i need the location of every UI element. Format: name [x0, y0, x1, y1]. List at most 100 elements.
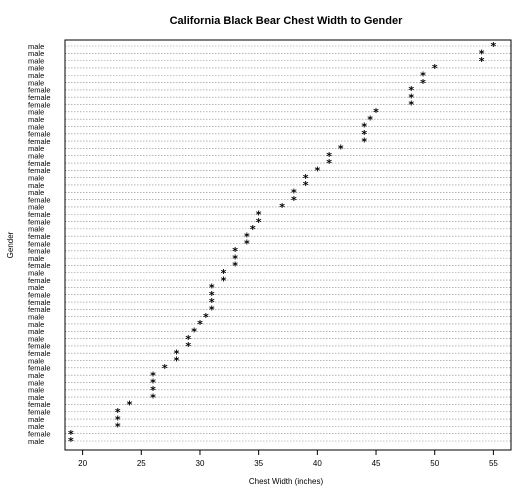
category-label: female: [28, 239, 51, 248]
data-point: *: [408, 84, 414, 97]
category-labels: malefemalemalemalefemalefemalemalemalema…: [28, 42, 51, 446]
data-point: *: [244, 230, 250, 243]
category-label: male: [28, 327, 44, 336]
category-label: male: [28, 378, 44, 387]
data-point: *: [185, 340, 191, 353]
category-label: female: [28, 408, 51, 417]
category-label: male: [28, 78, 44, 87]
x-tick-label: 25: [137, 459, 146, 468]
x-tick-label: 40: [313, 459, 322, 468]
data-point: *: [326, 150, 332, 163]
data-point: *: [373, 106, 379, 119]
category-label: male: [28, 312, 44, 321]
data-point: *: [361, 128, 367, 141]
data-point: *: [150, 384, 156, 397]
category-label: female: [28, 232, 51, 241]
category-label: female: [28, 349, 51, 358]
data-point: *: [174, 347, 180, 360]
data-point: *: [221, 267, 227, 280]
data-point: *: [174, 355, 180, 368]
category-label: male: [28, 225, 44, 234]
category-label: female: [28, 195, 51, 204]
data-point: *: [162, 362, 168, 375]
x-tick-label: 35: [254, 459, 263, 468]
data-point: *: [232, 252, 238, 265]
category-label: male: [28, 64, 44, 73]
category-label: female: [28, 93, 51, 102]
category-label: male: [28, 203, 44, 212]
data-point: *: [338, 143, 344, 156]
category-label: male: [28, 371, 44, 380]
data-point: *: [256, 208, 262, 221]
x-tick-label: 55: [489, 459, 498, 468]
category-label: male: [28, 42, 44, 51]
category-label: male: [28, 115, 44, 124]
data-point: *: [361, 135, 367, 148]
data-point: *: [68, 428, 74, 441]
data-point: *: [291, 186, 297, 199]
data-point: *: [420, 77, 426, 90]
data-point: *: [291, 194, 297, 207]
x-tick-label: 20: [78, 459, 87, 468]
category-label: female: [28, 276, 51, 285]
category-label: female: [28, 305, 51, 314]
category-label: female: [28, 291, 51, 300]
data-point: *: [209, 304, 215, 317]
data-point: *: [197, 318, 203, 331]
category-label: male: [28, 320, 44, 329]
category-label: female: [28, 261, 51, 270]
category-label: male: [28, 356, 44, 365]
data-point: *: [115, 413, 121, 426]
x-axis: 20 25 30 35 40 45 50 55: [78, 450, 498, 468]
category-label: male: [28, 144, 44, 153]
category-label: male: [28, 56, 44, 65]
category-label: male: [28, 386, 44, 395]
category-label: female: [28, 429, 51, 438]
data-point: *: [203, 311, 209, 324]
data-point: *: [191, 325, 197, 338]
x-tick-label: 30: [196, 459, 205, 468]
data-point: *: [232, 260, 238, 273]
data-point: *: [150, 377, 156, 390]
x-tick-label: 50: [430, 459, 439, 468]
data-point: *: [408, 91, 414, 104]
category-label: female: [28, 100, 51, 109]
data-point: *: [279, 201, 285, 214]
category-label: male: [28, 71, 44, 80]
category-label: male: [28, 108, 44, 117]
category-label: female: [28, 210, 51, 219]
data-point: *: [314, 165, 320, 178]
category-label: male: [28, 122, 44, 131]
category-label: male: [28, 173, 44, 182]
category-label: female: [28, 159, 51, 168]
data-point: *: [150, 369, 156, 382]
data-point: *: [127, 399, 133, 412]
category-label: female: [28, 166, 51, 175]
data-point: *: [209, 282, 215, 295]
data-point: *: [491, 40, 497, 53]
category-label: male: [28, 181, 44, 190]
category-label: female: [28, 137, 51, 146]
category-label: male: [28, 415, 44, 424]
category-label: female: [28, 298, 51, 307]
data-point: *: [479, 48, 485, 61]
category-label: female: [28, 247, 51, 256]
data-point: *: [361, 121, 367, 134]
category-label: male: [28, 393, 44, 402]
data-point: *: [326, 157, 332, 170]
data-point: *: [115, 421, 121, 434]
category-label: male: [28, 152, 44, 161]
category-label: male: [28, 283, 44, 292]
plot-frame: [64, 39, 512, 451]
data-point: *: [479, 55, 485, 68]
data-point: *: [244, 238, 250, 251]
data-point: *: [150, 391, 156, 404]
data-point: *: [420, 69, 426, 82]
category-label: female: [28, 130, 51, 139]
x-tick-label: 45: [372, 459, 381, 468]
data-point: *: [256, 216, 262, 229]
category-label: female: [28, 217, 51, 226]
data-point: *: [408, 99, 414, 112]
chart-title: California Black Bear Chest Width to Gen…: [170, 15, 403, 27]
